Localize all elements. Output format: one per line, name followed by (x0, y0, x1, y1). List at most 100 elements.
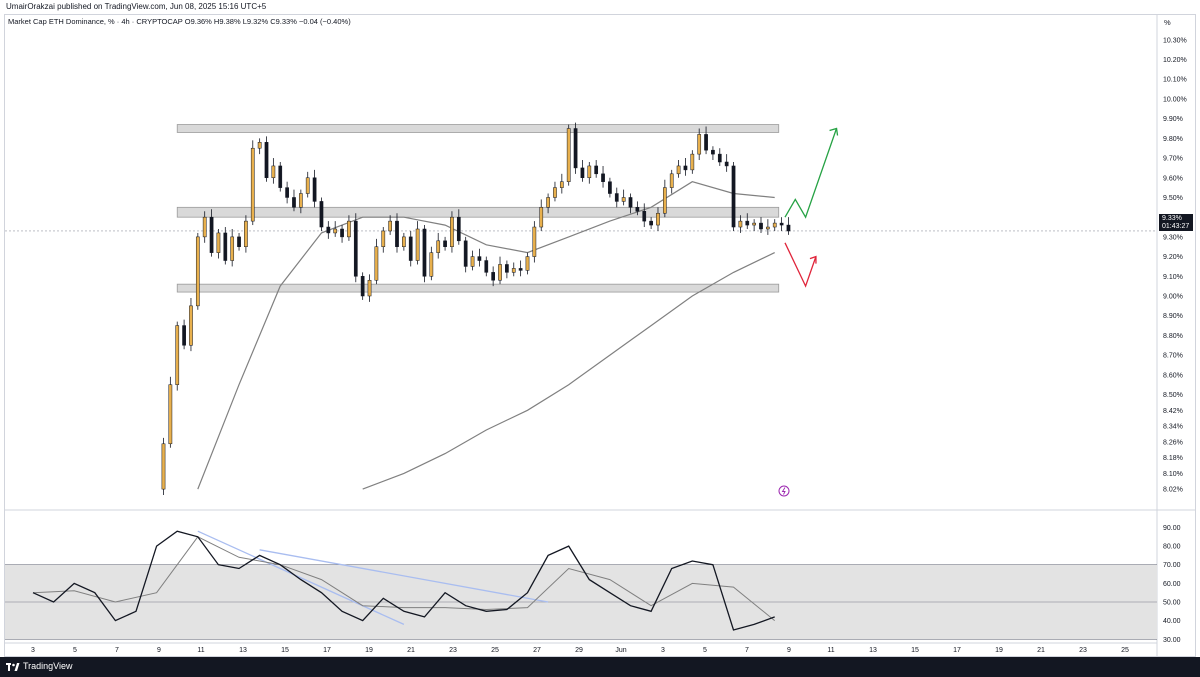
candle-body-bull (546, 197, 550, 208)
candle-body-bear (786, 224, 791, 232)
chart-canvas[interactable]: 10.30% 10.20% 10.10% 10.00% 9.90% 9.80% 9.70% 9… (0, 0, 1200, 657)
candle (216, 229, 221, 259)
candle (278, 162, 283, 192)
candle (360, 272, 365, 300)
candle-body-bear (649, 220, 653, 226)
candle (587, 162, 592, 184)
candle-body-bull (388, 220, 392, 232)
price-tick-label: 9.50% (1163, 195, 1183, 202)
candle-body-bear (491, 272, 496, 281)
candle (189, 297, 193, 352)
candle-body-bear (635, 207, 640, 212)
candle (443, 236, 447, 251)
price-tick-label: 8.26% (1163, 439, 1183, 446)
time-tick-label: 5 (73, 647, 77, 654)
candle (209, 209, 214, 257)
price-tick-label: 10.10% (1163, 77, 1187, 84)
candle-body-bear (628, 197, 633, 208)
candle (539, 199, 544, 231)
candle (690, 150, 695, 174)
candle-body-bear (408, 236, 413, 261)
candle-body-bear (340, 228, 344, 238)
time-tick-label: 11 (197, 647, 204, 654)
candle-body-bear (724, 161, 729, 167)
candle (669, 169, 674, 194)
candle-body-bull (450, 216, 454, 247)
zone-support (176, 283, 780, 293)
candle (161, 437, 166, 496)
candle (580, 160, 585, 182)
rsi-trendline (197, 530, 405, 625)
candle-body-bear (759, 222, 763, 230)
time-tick-label: 23 (449, 647, 457, 654)
price-tick-label: 10.30% (1163, 37, 1187, 44)
candle-body-bull (470, 256, 475, 267)
candle-body-bull (539, 207, 544, 228)
price-tick-label: 8.02% (1163, 487, 1183, 494)
time-tick-label: 13 (869, 647, 877, 654)
candle-body-bear (312, 177, 317, 202)
candle-body-bull (587, 165, 592, 179)
candle-body-bull (347, 220, 351, 238)
candle-body-bear (717, 153, 722, 163)
time-tick-label: 25 (491, 647, 499, 654)
candle-body-bear (518, 268, 523, 271)
candle-body-bull (772, 222, 777, 228)
candle-body-bull (244, 220, 248, 247)
candle-body-bear (422, 228, 427, 277)
price-tick-label: 8.18% (1163, 455, 1183, 462)
price-tick-label: 10.00% (1163, 96, 1187, 103)
candle-body-bull (511, 268, 516, 273)
last-price-value: 9.33% (1162, 215, 1182, 222)
time-tick-label: 13 (239, 647, 247, 654)
candle-body-bull (752, 222, 756, 226)
candle (662, 179, 667, 218)
candle-body-bull (621, 197, 626, 202)
candle-body-bull (175, 325, 180, 385)
candle (759, 217, 763, 233)
last-price-tag: 9.33% 01:43:27 (1159, 214, 1193, 231)
candle (175, 321, 180, 391)
price-tick-label: 8.42% (1163, 408, 1183, 415)
candle-body-bear (326, 226, 331, 234)
candle (244, 215, 248, 253)
candle-body-bull (525, 256, 530, 271)
candle (237, 232, 241, 251)
candle (257, 138, 262, 155)
symbol-legend[interactable]: Market Cap ETH Dominance, % · 4h · CRYPT… (8, 17, 351, 26)
candle-body-bull (189, 305, 193, 346)
candle (656, 207, 660, 231)
candle (292, 189, 296, 212)
candle (649, 217, 653, 229)
candle-body-bull (402, 236, 406, 247)
candle (608, 177, 612, 198)
tradingview-logo[interactable]: TradingView (6, 661, 73, 672)
candle (683, 158, 688, 176)
candle (470, 250, 475, 271)
candle (326, 221, 331, 239)
candle-body-bull (195, 236, 200, 307)
publish-bar: UmairOrakzai published on TradingView.co… (0, 0, 1200, 14)
candle (786, 217, 791, 235)
candle-body-bull (559, 181, 564, 188)
candle-body-bull (202, 216, 207, 238)
candle (525, 252, 530, 275)
candle (429, 246, 434, 281)
candle (264, 136, 269, 182)
candle (505, 260, 509, 279)
candle (559, 173, 564, 194)
candle-body-bear (237, 236, 241, 247)
candle (415, 221, 420, 265)
candle (772, 219, 777, 231)
candle-body-bear (456, 216, 461, 242)
price-tick-label: 8.34% (1163, 424, 1183, 431)
candle-body-bull (367, 279, 372, 297)
candle-body-bull (669, 173, 674, 188)
symbol-title[interactable]: Market Cap ETH Dominance, % · 4h · CRYPT… (8, 17, 183, 26)
scale-unit[interactable]: % (1164, 18, 1171, 27)
candle-body-bull (566, 128, 571, 182)
candle (553, 181, 557, 202)
candle (594, 160, 599, 178)
candle (285, 181, 289, 204)
candle-body-bull (498, 264, 502, 281)
